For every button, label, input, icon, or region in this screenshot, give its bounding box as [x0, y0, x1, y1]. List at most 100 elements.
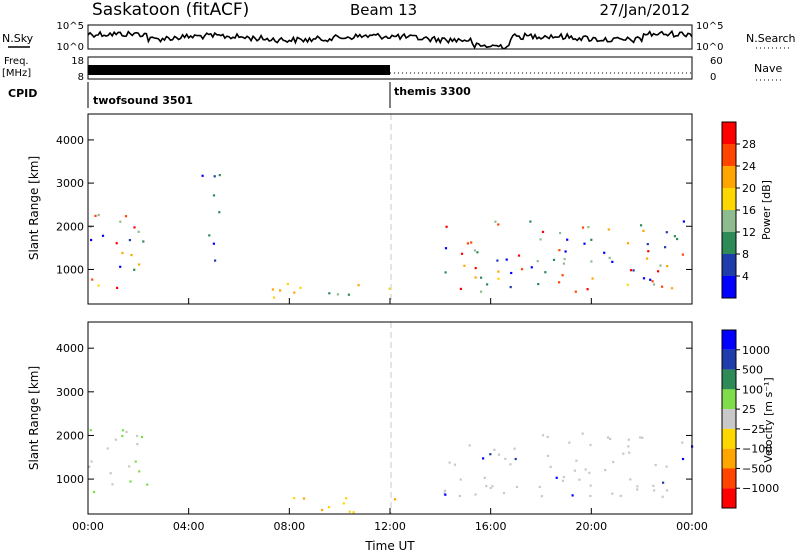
scatter-cell: [459, 287, 462, 290]
scatter-cell: [321, 508, 324, 512]
scatter-cell: [474, 276, 477, 279]
scatter-cell: [114, 438, 117, 441]
scatter-cell: [646, 257, 649, 260]
scatter-cell: [453, 463, 457, 466]
scatter-cell: [514, 457, 517, 461]
scatter-cell: [513, 447, 516, 450]
scatter-cell: [564, 250, 567, 253]
scatter-cell: [603, 251, 606, 254]
y-tick-label: 4000: [56, 342, 84, 355]
scatter-cell: [218, 174, 221, 177]
scatter-cell: [589, 494, 592, 498]
scatter-cell: [342, 502, 345, 505]
scatter-cell: [509, 463, 512, 466]
scatter-cell: [135, 434, 139, 437]
colorbar-tick-label: −100: [742, 443, 772, 456]
scatter-cell: [661, 495, 664, 498]
scatter-cell: [348, 510, 351, 513]
scatter-cell: [497, 223, 500, 226]
colorbar-segment: [722, 409, 736, 429]
scatter-cell: [558, 281, 561, 284]
scatter-cell: [443, 489, 447, 492]
colorbar-segment: [722, 389, 736, 410]
colorbar-tick-label: 12: [742, 226, 756, 239]
scatter-cell: [476, 251, 479, 254]
scatter-cell: [140, 435, 144, 439]
scatter-cell: [612, 460, 615, 464]
scatter-cell: [541, 230, 545, 233]
scatter-cell: [299, 286, 302, 289]
colorbar-segment: [722, 276, 736, 298]
scatter-cell: [463, 264, 466, 267]
scatter-cell: [116, 286, 119, 289]
scatter-cell: [509, 286, 512, 289]
scatter-cell: [647, 250, 650, 253]
scatter-cell: [627, 445, 630, 448]
scatter-cell: [586, 288, 589, 291]
scatter-cell: [497, 270, 500, 273]
scatter-cell: [101, 234, 105, 237]
scatter-cell: [581, 432, 584, 435]
scatter-cell: [505, 258, 508, 261]
scatter-cell: [622, 452, 625, 455]
colorbar-tick-label: −25: [742, 423, 765, 436]
y-tick-label: 1000: [56, 263, 84, 276]
scatter-cell: [470, 241, 473, 244]
x-tick-label: 12:00: [374, 520, 406, 533]
scatter-cell: [682, 220, 685, 223]
velocity-x-axis: 00:00 04:00 08:00 12:00 16:00 20:00 00:00: [72, 508, 708, 533]
scatter-cell: [515, 485, 519, 488]
scatter-cell: [541, 434, 545, 437]
scatter-cell: [510, 271, 513, 275]
scatter-cell: [486, 283, 489, 286]
colorbar-tick-label: 20: [742, 182, 756, 195]
colorbar-segment: [722, 349, 736, 370]
colorbar-tick-label: 8: [742, 248, 749, 261]
scatter-cell: [540, 495, 543, 498]
scatter-cell: [336, 293, 339, 296]
scatter-cell: [652, 283, 656, 286]
scatter-cell: [146, 483, 149, 486]
scatter-cell: [142, 240, 145, 243]
scatter-cell: [653, 489, 656, 492]
colorbar-segment: [722, 122, 736, 144]
scatter-cell: [136, 443, 139, 446]
nsearch-label: N.Search: [746, 32, 796, 45]
scatter-cell: [575, 459, 578, 462]
colorbar-frame: [721, 329, 737, 509]
scatter-cell: [201, 174, 204, 177]
scatter-cell: [480, 276, 483, 279]
scatter-cell: [646, 243, 649, 246]
scatter-cell: [665, 489, 669, 492]
scatter-cell: [561, 274, 564, 277]
power-ylabel: Slant Range [km]: [27, 156, 41, 260]
scatter-cell: [119, 265, 122, 268]
nsearch-tick-top: 10^5: [696, 21, 723, 32]
scatter-cell: [497, 453, 501, 456]
scatter-cell: [574, 290, 577, 293]
colorbar-tick-label: 28: [742, 138, 756, 151]
scatter-cell: [212, 194, 216, 197]
freq-band: [88, 65, 390, 75]
station-title: Saskatoon (fitACF): [92, 0, 249, 20]
scatter-cell: [639, 436, 642, 439]
scatter-cell: [218, 211, 221, 214]
scatter-cell: [444, 493, 447, 496]
scatter-cell: [90, 460, 93, 463]
scatter-cell: [111, 483, 114, 486]
scatter-cell: [130, 254, 133, 257]
nsky-tick-bottom: 10^0: [57, 42, 84, 53]
scatter-cell: [665, 231, 668, 234]
velocity-xlabel: Time UT: [364, 539, 415, 553]
date-title: 27/Jan/2012: [600, 1, 691, 19]
scatter-cell: [530, 266, 533, 269]
scatter-cell: [121, 429, 125, 432]
scatter-cell: [571, 494, 574, 497]
freq-unit-label: [MHz]: [2, 68, 31, 79]
colorbar-tick-label: 500: [742, 364, 763, 377]
scatter-cell: [681, 441, 684, 444]
scatter-cell: [208, 234, 211, 237]
scatter-cell: [654, 464, 657, 467]
freq-label: Freq.: [4, 56, 29, 67]
